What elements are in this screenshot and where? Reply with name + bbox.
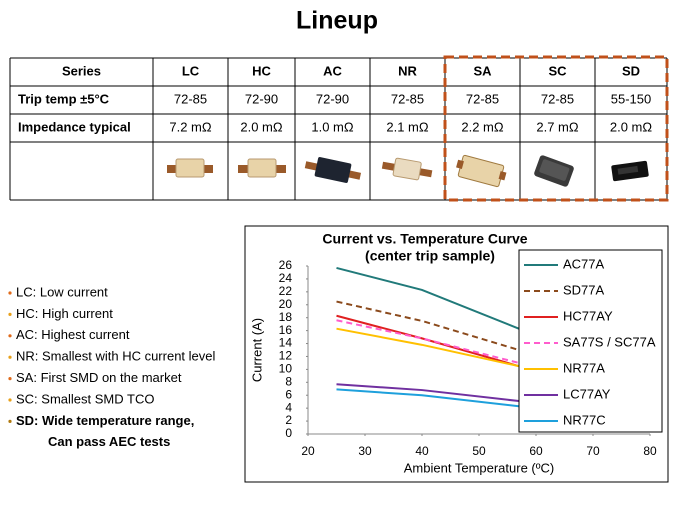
y-tick-label: 14 <box>279 336 293 350</box>
legend-label: LC77AY <box>563 386 611 401</box>
series-line <box>336 388 520 408</box>
chart: Current vs. Temperature Curve (center tr… <box>249 231 663 475</box>
chart-subtitle: (center trip sample) <box>365 248 495 264</box>
nr-image <box>381 157 433 181</box>
header-cell: Series <box>62 63 101 78</box>
bullet-dot <box>8 334 12 338</box>
hc-image <box>238 158 286 178</box>
legend-label: AC77A <box>563 256 605 271</box>
y-tick-label: 24 <box>279 271 293 285</box>
x-tick-label: 40 <box>415 444 429 458</box>
x-tick-label: 80 <box>643 444 657 458</box>
header-cell: AC <box>323 63 342 78</box>
x-tick-label: 20 <box>301 444 315 458</box>
bullet-dot <box>8 355 12 359</box>
header-cell: LC <box>182 63 200 78</box>
table-cell: 2.2 mΩ <box>461 119 504 134</box>
legend-label: NR77A <box>563 360 605 375</box>
sa-image <box>456 154 507 188</box>
table-cell: Trip temp ±5°C <box>18 91 110 106</box>
table-cell: 72-85 <box>541 91 574 106</box>
table-cell: 2.0 mΩ <box>240 119 283 134</box>
y-tick-label: 22 <box>279 284 293 298</box>
table-cell: 72-90 <box>316 91 349 106</box>
table-cell: 55-150 <box>611 91 651 106</box>
series-line <box>336 300 520 351</box>
series-line <box>336 266 520 330</box>
legend-label: HC77AY <box>563 308 613 323</box>
bullet-text: AC: Highest current <box>16 327 130 342</box>
slide-title: Lineup <box>296 7 378 35</box>
x-tick-label: 30 <box>358 444 372 458</box>
highlight-frame <box>443 55 669 202</box>
y-tick-label: 18 <box>279 310 293 324</box>
bullet-dot <box>8 398 12 402</box>
header-cell: NR <box>398 63 417 78</box>
x-tick-label: 60 <box>529 444 543 458</box>
header-cell: SA <box>473 63 492 78</box>
header-cell: SD <box>622 63 640 78</box>
y-axis-label: Current (A) <box>249 318 264 382</box>
bullet-text: SA: First SMD on the market <box>16 370 182 385</box>
legend-label: NR77C <box>563 412 606 427</box>
y-tick-label: 0 <box>285 426 292 440</box>
series-line <box>336 314 520 368</box>
bullet-list: LC: Low current HC: High current AC: Highe… <box>8 284 215 449</box>
table-cell: 2.0 mΩ <box>610 119 653 134</box>
ac-image <box>304 157 362 183</box>
y-tick-label: 16 <box>279 323 293 337</box>
table-cell: 7.2 mΩ <box>169 119 212 134</box>
header-cell: HC <box>252 63 271 78</box>
table-cell: 72-90 <box>245 91 278 106</box>
table-cell: 1.0 mΩ <box>311 119 354 134</box>
lineup-table: Series LC HC AC NR SA SC SD Trip temp ±5°C 72-85 7… <box>9 57 668 201</box>
table-cell: 2.1 mΩ <box>386 119 429 134</box>
bullet-text: LC: Low current <box>16 284 108 299</box>
header-cell: SC <box>548 63 567 78</box>
sd-image <box>611 160 649 182</box>
bullet-text: NR: Smallest with HC current level <box>16 349 215 364</box>
series-line <box>336 319 520 364</box>
y-tick-label: 12 <box>279 349 293 363</box>
x-axis-label: Ambient Temperature (ºC) <box>404 460 554 475</box>
bullet-dot <box>8 419 12 423</box>
x-tick-label: 70 <box>586 444 600 458</box>
y-tick-label: 20 <box>279 297 293 311</box>
table-cell: 2.7 mΩ <box>536 119 579 134</box>
table-cell: Impedance typical <box>18 119 131 134</box>
bullet-text: SC: Smallest SMD TCO <box>16 391 154 406</box>
y-tick-label: 2 <box>285 413 292 427</box>
chart-title: Current vs. Temperature Curve <box>322 231 527 247</box>
bullet-text: Can pass AEC tests <box>48 434 170 449</box>
lc-image <box>167 158 213 178</box>
bullet-dot <box>8 377 12 381</box>
legend-label: SA77S / SC77A <box>563 334 656 349</box>
series-line <box>336 327 520 368</box>
y-tick-label: 6 <box>285 387 292 401</box>
sc-image <box>534 155 574 187</box>
bullet-dot <box>8 312 12 316</box>
table-cell: 72-85 <box>174 91 207 106</box>
bullet-text: SD: Wide temperature range, <box>16 413 194 428</box>
y-tick-label: 26 <box>279 258 293 272</box>
x-tick-label: 50 <box>472 444 486 458</box>
y-tick-label: 10 <box>279 362 293 376</box>
series-line <box>336 383 520 403</box>
table-cell: 72-85 <box>391 91 424 106</box>
y-tick-label: 4 <box>285 400 292 414</box>
product-images <box>167 154 649 188</box>
y-tick-label: 8 <box>285 374 292 388</box>
bullet-text: HC: High current <box>16 306 113 321</box>
legend-label: SD77A <box>563 282 605 297</box>
bullet-dot <box>8 291 12 295</box>
table-cell: 72-85 <box>466 91 499 106</box>
legend-box <box>518 249 663 433</box>
